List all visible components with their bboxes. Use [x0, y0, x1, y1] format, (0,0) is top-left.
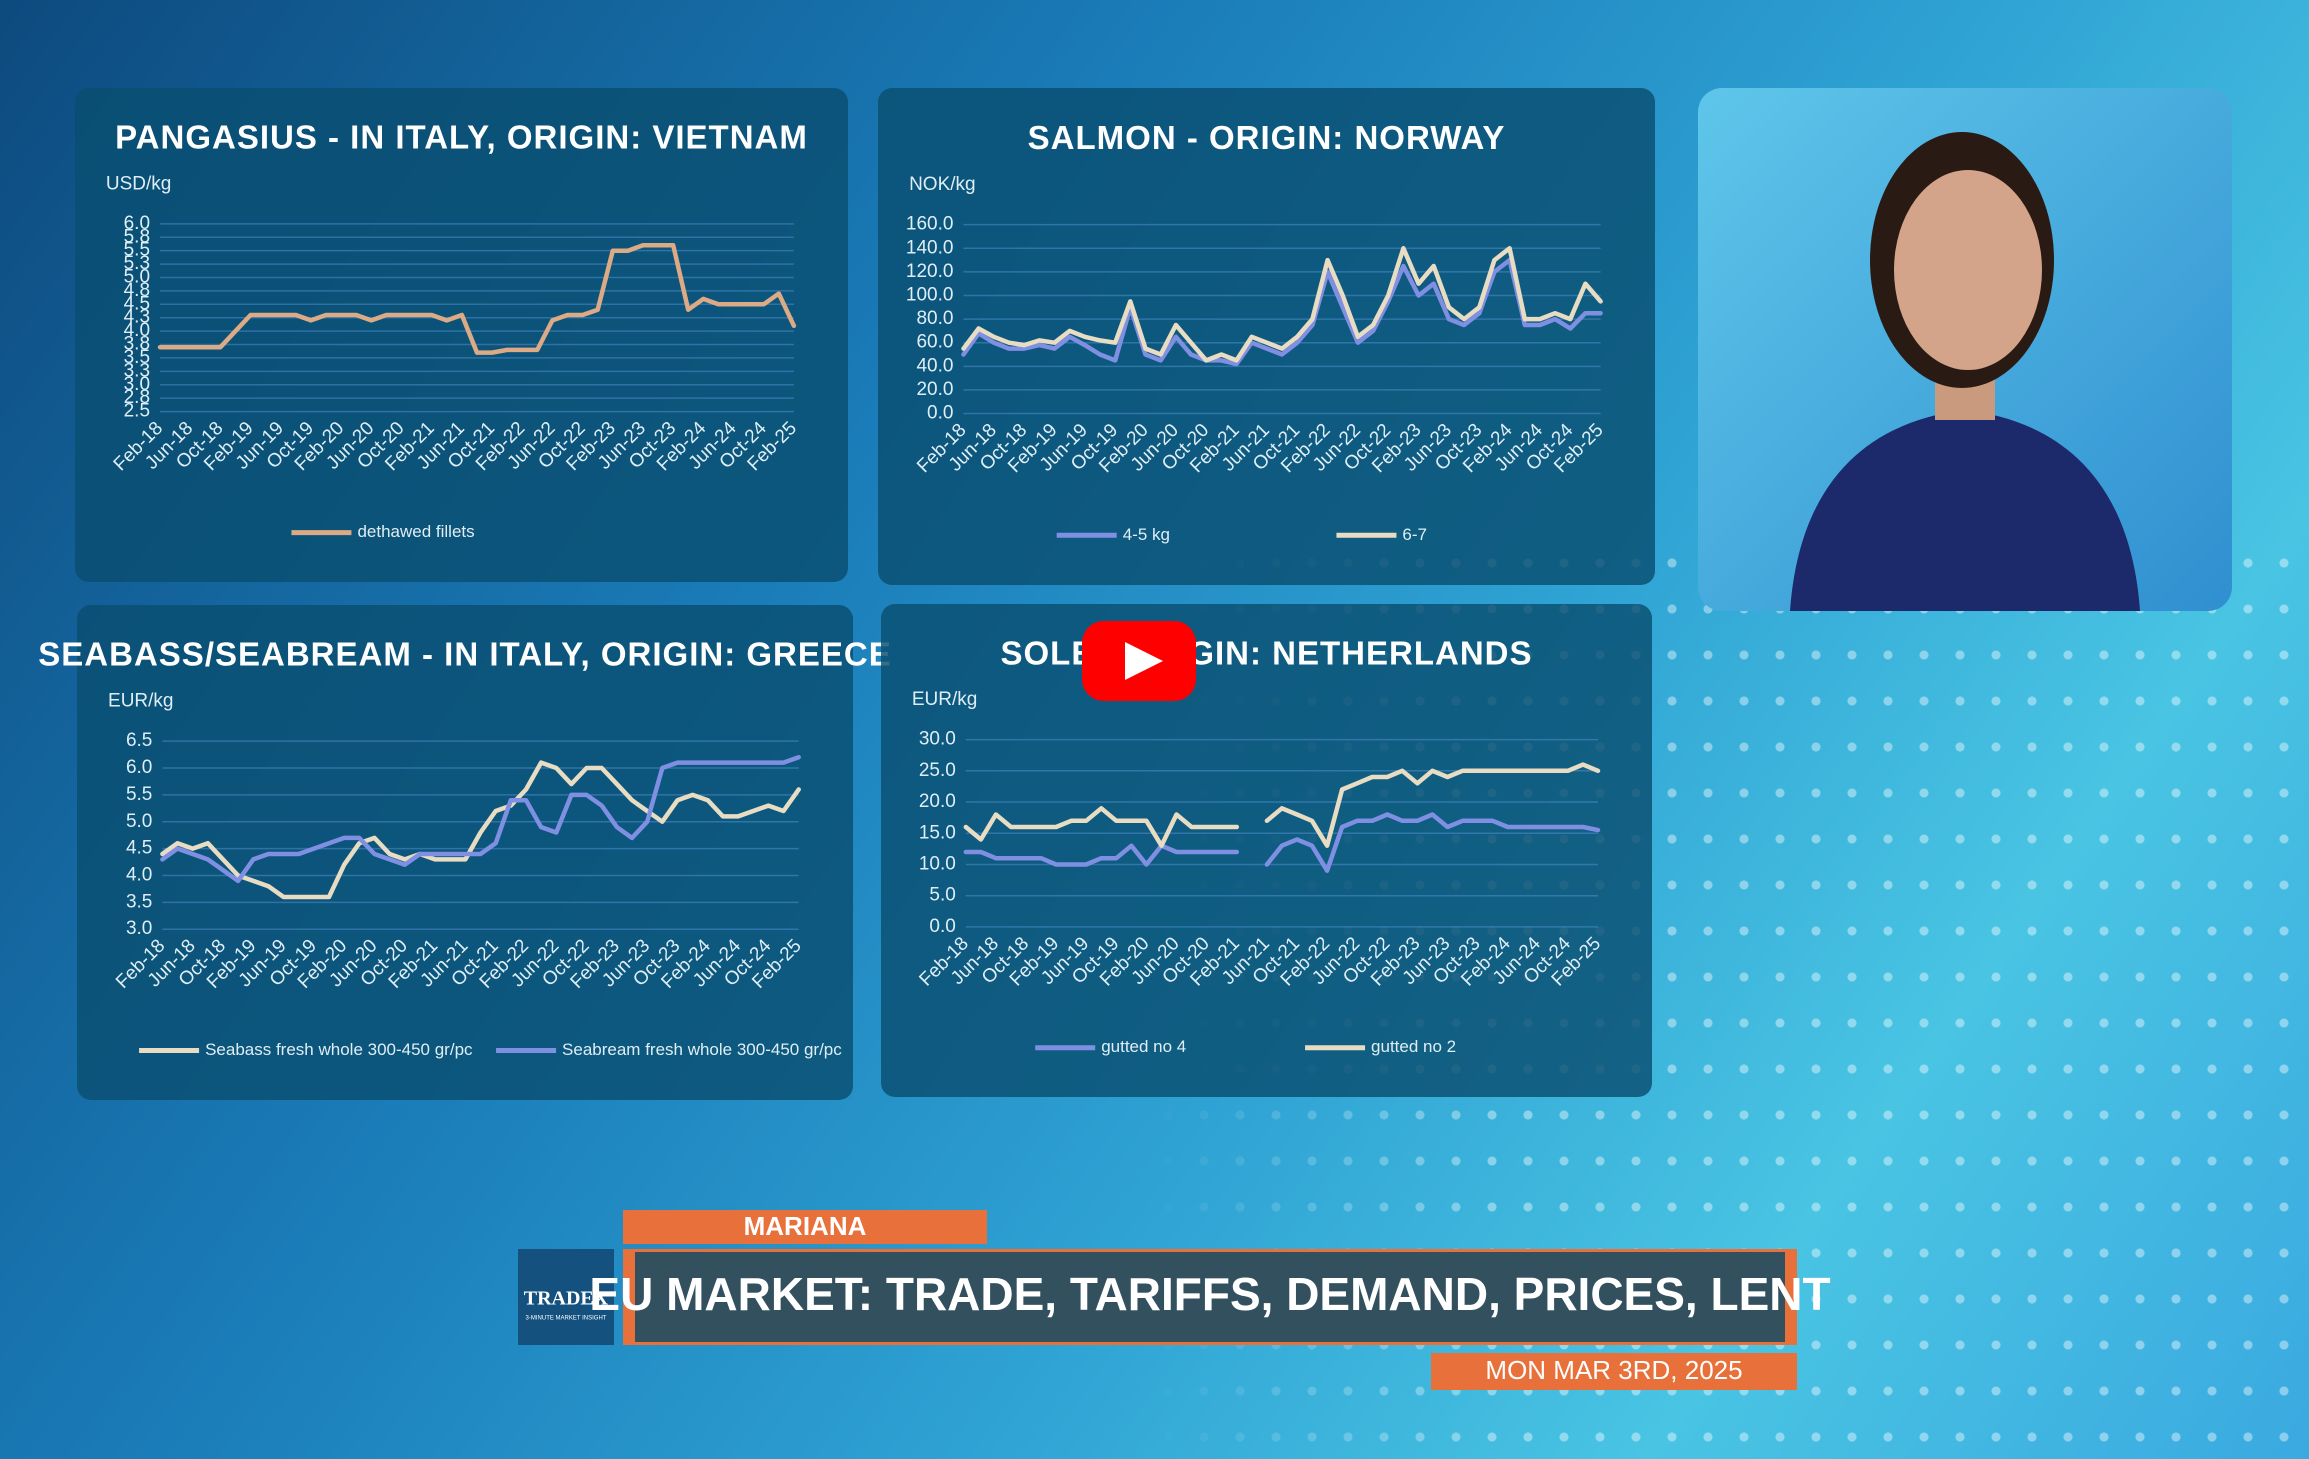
- y-tick-label: 5.0: [124, 266, 150, 287]
- chart: PANGASIUS - IN ITALY, ORIGIN: VIETNAM USD…: [75, 88, 848, 582]
- y-tick-label: 30.0: [919, 729, 956, 750]
- legend-label: gutted no 2: [1371, 1037, 1456, 1056]
- y-axis-unit: USD/kg: [106, 173, 171, 194]
- y-tick-label: 6.0: [126, 757, 152, 778]
- chart: SALMON - ORIGIN: NORWAY NOK/kg 0.0 20.0 40.0…: [878, 88, 1655, 585]
- y-tick-label: 120.0: [906, 261, 954, 282]
- y-tick-label: 80.0: [916, 308, 953, 329]
- series-line: [1264, 812, 1601, 873]
- chart-title: SEABASS/SEABREAM - IN ITALY, ORIGIN: GRE…: [38, 636, 891, 673]
- y-tick-label: 20.0: [916, 379, 953, 400]
- logo-tagline: 3-MINUTE MARKET INSIGHT: [526, 1316, 607, 1322]
- y-tick-label: 5.8: [124, 226, 150, 247]
- y-tick-label: 3.5: [126, 891, 152, 912]
- charts: PANGASIUS - IN ITALY, ORIGIN: VIETNAM USD…: [38, 88, 1655, 1100]
- presenter-photo: [1698, 88, 2232, 611]
- y-tick-label: 5.5: [124, 240, 150, 261]
- series-line: [157, 243, 797, 355]
- y-tick-label: 20.0: [919, 791, 956, 812]
- y-tick-label: 5.5: [126, 784, 152, 805]
- series-line: [961, 246, 1603, 363]
- legend-label: Seabass fresh whole 300-450 gr/pc: [205, 1040, 473, 1059]
- series-line: [160, 760, 801, 900]
- y-tick-label: 25.0: [919, 760, 956, 781]
- series-line: [160, 754, 801, 884]
- y-tick-label: 3.3: [124, 360, 150, 381]
- chart-panel: [878, 88, 1655, 585]
- legend-label: Seabream fresh whole 300-450 gr/pc: [562, 1040, 842, 1059]
- y-tick-label: 5.0: [929, 885, 955, 906]
- y-tick-label: 5.0: [126, 811, 152, 832]
- y-tick-label: 140.0: [906, 237, 954, 258]
- y-tick-label: 10.0: [919, 853, 956, 874]
- play-icon: [1125, 642, 1163, 680]
- y-tick-label: 4.8: [124, 280, 150, 301]
- y-tick-label: 4.0: [124, 320, 150, 341]
- shirt: [1790, 410, 2140, 611]
- y-tick-label: 0.0: [927, 403, 953, 424]
- y-tick-label: 3.0: [126, 918, 152, 939]
- legend-label: 4-5 kg: [1123, 525, 1170, 544]
- legend-label: 6-7: [1402, 525, 1427, 544]
- name-tab: [623, 1210, 987, 1244]
- legend-label: dethawed fillets: [357, 522, 474, 541]
- y-axis-unit: EUR/kg: [912, 689, 977, 710]
- logo-box: [518, 1249, 614, 1345]
- y-tick-label: 4.5: [124, 293, 150, 314]
- y-tick-label: 6.0: [124, 213, 150, 234]
- y-tick-label: 5.3: [124, 253, 150, 274]
- chart-title: SALMON - ORIGIN: NORWAY: [1028, 119, 1506, 156]
- presenter-name: MARIANA: [744, 1211, 867, 1241]
- legend-label: gutted no 4: [1101, 1037, 1186, 1056]
- y-axis-unit: EUR/kg: [108, 691, 173, 712]
- y-tick-label: 0.0: [929, 916, 955, 937]
- chart: SEABASS/SEABREAM - IN ITALY, ORIGIN: GRE…: [38, 605, 891, 1100]
- series-line: [1264, 762, 1601, 848]
- y-tick-label: 2.5: [124, 401, 150, 422]
- y-tick-label: 4.5: [126, 838, 152, 859]
- y-tick-label: 4.0: [126, 864, 152, 885]
- y-axis-unit: NOK/kg: [909, 174, 976, 195]
- face: [1894, 170, 2042, 370]
- chart-panel: [881, 604, 1652, 1097]
- y-tick-label: 40.0: [916, 355, 953, 376]
- y-tick-label: 100.0: [906, 285, 954, 306]
- headline: EU MARKET: TRADE, TARIFFS, DEMAND, PRICE…: [589, 1268, 1830, 1320]
- y-tick-label: 6.5: [126, 730, 152, 751]
- y-tick-label: 3.0: [124, 374, 150, 395]
- y-tick-label: 15.0: [919, 822, 956, 843]
- y-tick-label: 60.0: [916, 332, 953, 353]
- date-bar: [1431, 1353, 1797, 1390]
- series-line: [963, 843, 1240, 867]
- chart: SOLE - ORIGIN: NETHERLANDS EUR/kg 0.0 5.0 10…: [881, 604, 1652, 1097]
- chart-title: PANGASIUS - IN ITALY, ORIGIN: VIETNAM: [115, 119, 808, 156]
- y-tick-label: 4.3: [124, 307, 150, 328]
- chart-title: SOLE - ORIGIN: NETHERLANDS: [1000, 634, 1532, 671]
- series-line: [963, 806, 1240, 848]
- series-line: [961, 257, 1603, 367]
- y-tick-label: 3.8: [124, 334, 150, 355]
- chart-panel: [75, 88, 848, 582]
- y-tick-label: 160.0: [906, 214, 954, 235]
- logo: TRADEX: [524, 1288, 609, 1310]
- y-tick-label: 3.5: [124, 347, 150, 368]
- headline-bar: [635, 1252, 1785, 1342]
- y-tick-label: 2.8: [124, 387, 150, 408]
- date: MON MAR 3RD, 2025: [1485, 1355, 1742, 1385]
